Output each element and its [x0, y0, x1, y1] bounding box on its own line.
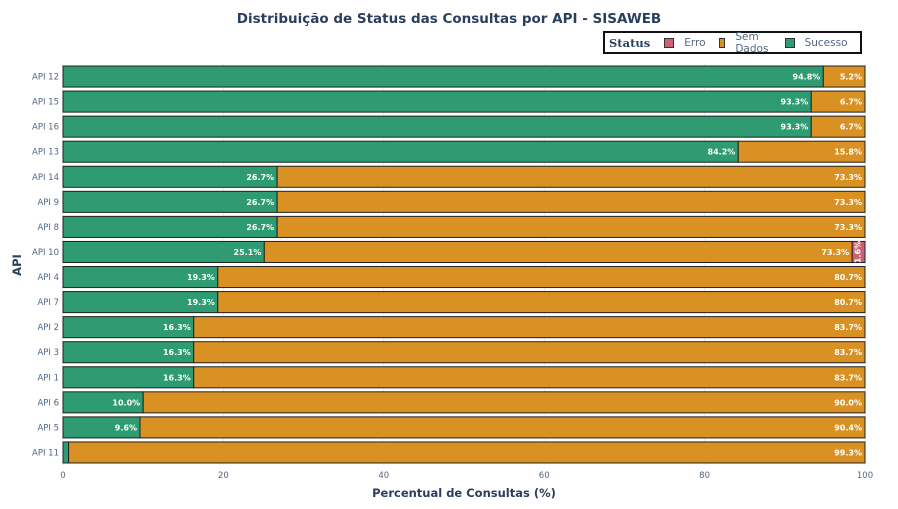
bar-label: 26.7%	[246, 198, 274, 207]
legend-swatch-sem-dados	[718, 37, 726, 48]
legend-title: Status	[609, 35, 651, 50]
bar-sem-dados[interactable]	[193, 316, 866, 339]
x-tick-label: 100	[857, 471, 873, 481]
bar-label: 16.3%	[163, 373, 191, 382]
legend: Status Erro Sem Dados Sucesso	[603, 30, 862, 55]
bar-label: 80.7%	[834, 298, 862, 307]
bar-sucesso[interactable]	[62, 441, 70, 464]
x-axis-title: Percentual de Consultas (%)	[372, 486, 556, 500]
bar-label: 90.0%	[834, 398, 862, 407]
legend-label-sem-dados: Sem Dados	[735, 30, 769, 55]
bar-sem-dados[interactable]	[217, 291, 866, 314]
legend-swatch-sucesso	[784, 37, 795, 48]
y-tick-labels: API 12 API 15 API 16 API 13 API 14 API 9 API 8…	[32, 73, 59, 459]
y-tick-label: API 16	[32, 123, 59, 133]
bar-label: 93.3%	[781, 98, 809, 107]
bar-label: 73.3%	[834, 173, 862, 182]
x-tick-label: 40	[378, 471, 389, 481]
y-tick-label: API 10	[32, 248, 59, 258]
bar-sucesso[interactable]	[62, 165, 278, 188]
bar-sem-dados[interactable]	[193, 366, 866, 389]
y-tick-label: API 4	[37, 273, 59, 283]
bar-label: 99.3%	[834, 448, 862, 457]
bar-label: 83.7%	[834, 373, 862, 382]
x-tick-label: 60	[539, 471, 550, 481]
bar-label: 6.7%	[840, 98, 862, 107]
x-tick-label: 0	[60, 471, 65, 481]
x-tick-label: 80	[699, 471, 710, 481]
y-tick-label: API 2	[37, 323, 59, 333]
bar-label: 83.7%	[834, 323, 862, 332]
bar-label: 9.6%	[115, 423, 137, 432]
bar-sem-dados[interactable]	[810, 115, 866, 138]
y-tick-label: API 11	[32, 448, 59, 458]
bar-label: 26.7%	[246, 223, 274, 232]
y-tick-label: API 5	[37, 423, 59, 433]
bar-sucesso[interactable]	[62, 115, 812, 138]
bar-sucesso[interactable]	[62, 190, 278, 213]
legend-item-sem-dados[interactable]: Sem Dados	[718, 30, 772, 55]
y-tick-label: API 6	[37, 398, 59, 408]
legend-item-sucesso[interactable]: Sucesso	[784, 36, 848, 49]
bar-label: 25.1%	[234, 248, 262, 257]
bar-label: 84.2%	[708, 148, 736, 157]
bar-sem-dados[interactable]	[276, 165, 866, 188]
bar-label: 83.7%	[834, 348, 862, 357]
y-tick-label: API 3	[37, 348, 59, 358]
bar-sem-dados[interactable]	[276, 215, 866, 238]
bar-sem-dados[interactable]	[737, 140, 866, 163]
y-tick-label: API 13	[32, 148, 59, 158]
bar-label: 6.7%	[840, 123, 862, 132]
y-tick-label: API 7	[37, 298, 59, 308]
bar-label: 80.7%	[834, 273, 862, 282]
bar-label: 10.0%	[112, 398, 140, 407]
bar-sucesso[interactable]	[62, 90, 812, 113]
legend-label-erro: Erro	[684, 36, 706, 49]
legend-swatch-erro	[664, 37, 675, 48]
bar-label: 15.8%	[834, 148, 862, 157]
bar-label: 73.3%	[821, 248, 849, 257]
bar-label: 5.2%	[840, 73, 862, 82]
bar-sem-dados[interactable]	[193, 341, 866, 364]
bar-label: 26.7%	[246, 173, 274, 182]
bar-erro[interactable]	[851, 240, 866, 263]
y-tick-label: API 1	[37, 373, 59, 383]
y-tick-label: API 14	[32, 173, 59, 183]
bar-label: 90.4%	[834, 423, 862, 432]
bar-sucesso[interactable]	[62, 65, 824, 88]
bar-sem-dados[interactable]	[139, 416, 866, 439]
bar-label: 93.3%	[781, 123, 809, 132]
x-tick-label: 20	[218, 471, 229, 481]
bar-sem-dados[interactable]	[142, 391, 866, 414]
bar-sucesso[interactable]	[62, 215, 278, 238]
bar-label: 19.3%	[187, 273, 215, 282]
bar-sem-dados[interactable]	[822, 65, 866, 88]
bar-label: 73.3%	[834, 198, 862, 207]
bar-label: 1.6%	[854, 241, 863, 263]
y-tick-label: API 8	[37, 223, 59, 233]
bar-sem-dados[interactable]	[810, 90, 866, 113]
y-axis-title: API	[10, 254, 24, 276]
x-tick-labels: 0 20 40 60 80 100	[60, 471, 873, 481]
bar-sucesso[interactable]	[62, 140, 739, 163]
bar-label: 16.3%	[163, 323, 191, 332]
y-tick-label: API 15	[32, 98, 59, 108]
bars: 94.8% 5.2% 93.3% 6.7% 93.3% 6.7% 84.2% 15.8% 26.…	[62, 65, 866, 464]
bar-sem-dados[interactable]	[68, 441, 866, 464]
legend-item-erro[interactable]: Erro	[664, 36, 706, 49]
bar-sem-dados[interactable]	[276, 190, 866, 213]
y-tick-label: API 9	[37, 198, 59, 208]
bar-sem-dados[interactable]	[263, 240, 853, 263]
y-tick-label: API 12	[32, 73, 59, 83]
chart-title: Distribuição de Status das Consultas por…	[236, 11, 662, 27]
bar-sem-dados[interactable]	[217, 266, 866, 289]
bar-label: 73.3%	[834, 223, 862, 232]
legend-label-sucesso: Sucesso	[804, 36, 848, 49]
bar-label: 16.3%	[163, 348, 191, 357]
bar-label: 19.3%	[187, 298, 215, 307]
bar-label: 94.8%	[793, 73, 821, 82]
